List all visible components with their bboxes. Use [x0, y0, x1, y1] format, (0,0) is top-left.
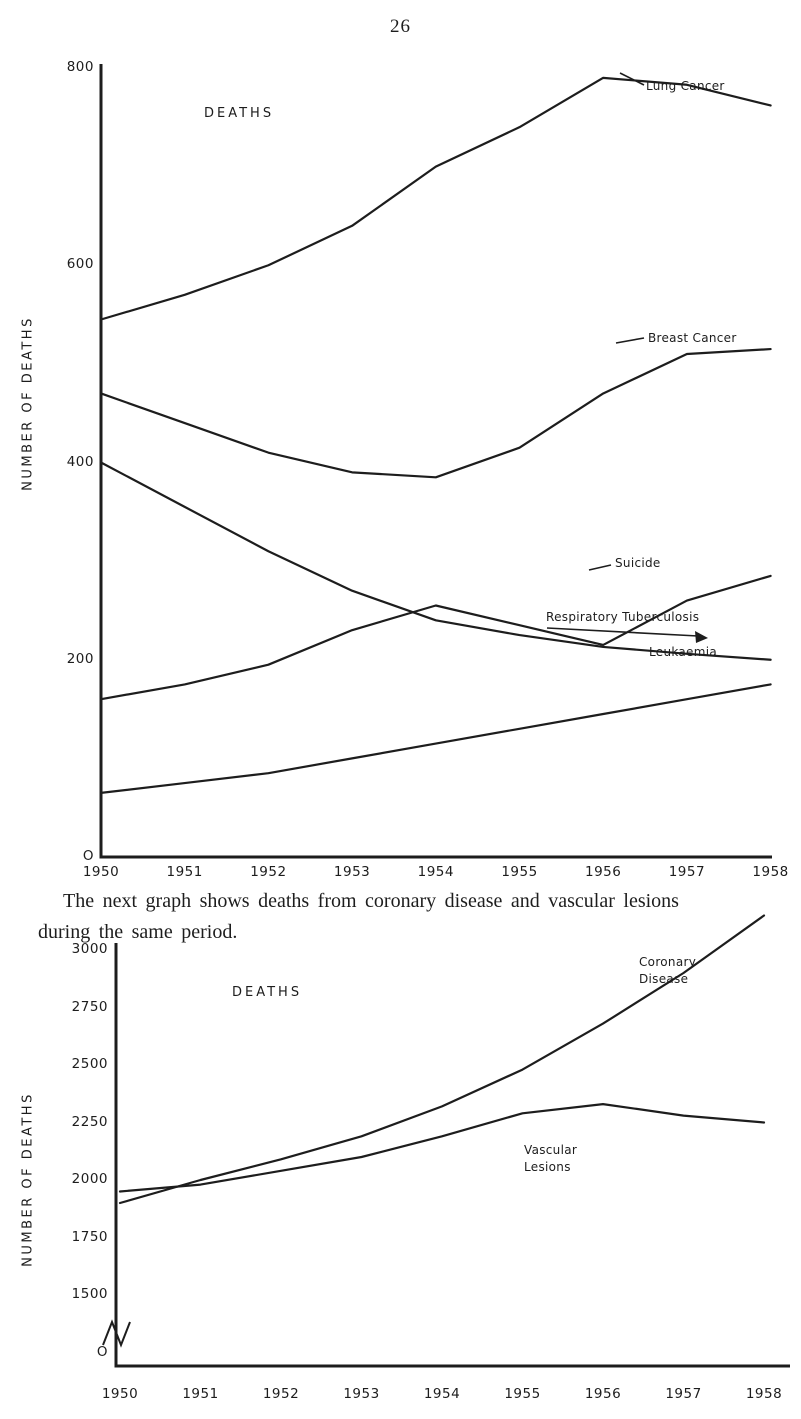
chart1-y-tick-label: 400: [66, 453, 94, 470]
chart2-y-tick-label: 2750: [71, 998, 108, 1015]
chart2-inner-title: DEATHS: [232, 985, 303, 1000]
page-number: 26: [390, 16, 411, 37]
series-line-coronary-disease: [118, 914, 766, 1205]
chart2-y-tick-label: 2250: [71, 1113, 108, 1130]
chart1-x-tick-label: 1951: [166, 864, 203, 880]
coronary-disease-series-label: Coronary Disease: [639, 954, 696, 988]
chart2-x-tick-label: 1953: [343, 1386, 380, 1402]
suicide-series-label: Suicide: [613, 556, 663, 571]
chart1-x-tick-label: 1954: [417, 864, 454, 880]
series-line-lung-cancer: [99, 76, 772, 321]
series-line-breast-cancer: [99, 347, 772, 479]
vascular-label-line2: Lesions: [524, 1160, 571, 1174]
chart1-x-tick-label: 1953: [333, 864, 371, 880]
chart2-y-tick-label: 1750: [71, 1228, 108, 1245]
lung-cancer-leader-line: [619, 72, 645, 86]
chart1-inner-title: DEATHS: [204, 106, 275, 121]
series-line-suicide: [99, 574, 772, 701]
chart2-x-tick-label: 1951: [182, 1386, 219, 1402]
chart1-y-tick-label: 800: [66, 59, 94, 75]
chart2-x-tick-label: 1954: [423, 1386, 461, 1402]
breast-cancer-series-label: Breast Cancer: [646, 331, 739, 346]
chart2-x-tick-label: 1956: [584, 1386, 622, 1402]
chart1-x-tick-label: 1957: [668, 864, 706, 880]
chart2-x-tick-label: 1957: [665, 1386, 702, 1402]
chart1-x-tick-label: 1956: [585, 864, 622, 880]
chart1-y-tick-label: O: [82, 848, 94, 864]
breast-cancer-leader-line: [615, 337, 645, 344]
chart2-axis-break-mark: [102, 1319, 131, 1348]
lung-cancer-series-label: Lung Cancer: [646, 79, 725, 93]
series-line-vascular-lesions: [118, 1102, 766, 1193]
vascular-label-line1: Vascular: [524, 1143, 578, 1157]
chart1-y-tick-label: 600: [66, 256, 94, 273]
respiratory-tuberculosis-series-label: Respiratory Tuberculosis: [546, 610, 700, 624]
caption: The next graph shows deaths from coronar…: [38, 886, 780, 948]
chart1-y-axis-title: NUMBER OF DEATHS: [20, 316, 36, 491]
chart2-y-tick-label: 3000: [71, 941, 108, 957]
caption-line-1: The next graph shows deaths from coronar…: [63, 890, 679, 912]
series-line-leukaemia: [99, 683, 772, 794]
chart2-x-tick-label: 1952: [262, 1386, 300, 1402]
series-line-respiratory-tuberculosis: [99, 461, 772, 661]
chart2-x-tick-label: 1950: [101, 1386, 139, 1402]
respiratory-tb-arrow-head: [695, 631, 708, 643]
chart2-y-tick-label: 2500: [71, 1056, 108, 1072]
suicide-leader-line: [588, 564, 612, 571]
chart2-y-tick-label: 2000: [71, 1171, 108, 1187]
leukaemia-series-label: Leukaemia: [649, 645, 718, 659]
coronary-label-line1: Coronary: [639, 955, 697, 969]
chart1-x-tick-label: 1952: [250, 864, 287, 880]
chart2-x-tick-label: 1955: [504, 1386, 541, 1402]
vascular-lesions-series-label: Vascular Lesions: [524, 1142, 577, 1176]
chart1-x-tick-label: 1958: [752, 864, 789, 880]
caption-line-2: during the same period.: [38, 921, 238, 943]
chart2-y-axis-title: NUMBER OF DEATHS: [20, 1092, 36, 1267]
chart1-y-tick-label: 200: [66, 650, 94, 667]
coronary-label-line2: Disease: [639, 972, 689, 986]
chart2-x-tick-label: 1958: [745, 1386, 783, 1402]
chart2-y-tick-label: O: [96, 1344, 108, 1360]
chart1-x-tick-label: 1950: [82, 864, 120, 880]
chart1-x-tick-label: 1955: [501, 864, 538, 880]
chart2-y-tick-label: 1500: [71, 1286, 108, 1302]
respiratory-tb-arrow-line: [546, 627, 699, 637]
